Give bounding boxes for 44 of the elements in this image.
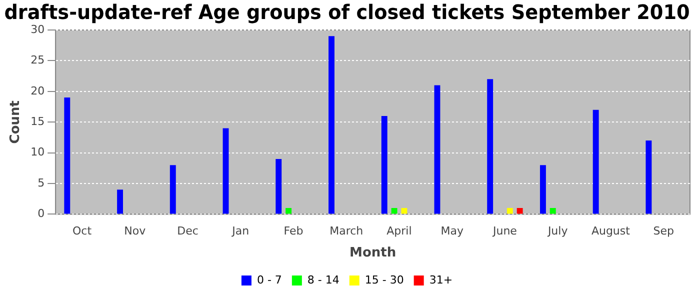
bar <box>64 98 70 214</box>
legend-label: 31+ <box>429 273 453 286</box>
bar <box>592 110 599 214</box>
bar <box>540 165 546 214</box>
bar <box>646 140 652 214</box>
x-tick-label: May <box>440 224 464 238</box>
bar <box>286 208 292 214</box>
bar <box>516 208 523 214</box>
x-tick-label: Nov <box>124 224 146 238</box>
x-tick-label: April <box>386 224 412 238</box>
x-tick-label: July <box>546 224 568 238</box>
y-axis-title: Count <box>8 100 24 144</box>
bar <box>487 79 494 214</box>
legend-label: 0 - 7 <box>256 273 282 286</box>
bar <box>222 128 229 214</box>
bar <box>434 85 440 214</box>
x-tick-label: Oct <box>72 224 92 238</box>
y-tick-label: 5 <box>38 176 45 190</box>
x-tick-label: Jan <box>231 224 250 238</box>
legend-label: 8 - 14 <box>307 273 340 286</box>
bar <box>401 208 408 214</box>
bar <box>276 158 282 214</box>
bar <box>170 165 176 214</box>
bar <box>391 208 398 214</box>
y-tick-label: 25 <box>30 54 45 67</box>
legend-label: 15 - 30 <box>364 273 404 286</box>
chart-title: drafts-update-ref Age groups of closed tickets September 2010 <box>4 0 690 24</box>
y-tick-label: 20 <box>30 84 45 98</box>
x-tick-label: Dec <box>177 224 198 238</box>
x-tick-label: June <box>492 224 518 238</box>
x-axis-title: Month <box>350 246 396 261</box>
y-tick-label: 0 <box>38 207 45 220</box>
y-tick-label: 15 <box>30 114 45 128</box>
x-tick-label: Feb <box>284 224 304 238</box>
bar <box>506 208 513 214</box>
bar <box>117 190 124 214</box>
x-tick-label: August <box>591 224 631 238</box>
bar <box>328 36 334 214</box>
y-tick-label: 30 <box>30 22 45 36</box>
y-tick-label: 10 <box>30 146 45 159</box>
x-tick-label: Sep <box>653 224 674 238</box>
bar <box>381 116 388 214</box>
x-tick-label: March <box>330 224 364 238</box>
bar <box>550 208 556 214</box>
